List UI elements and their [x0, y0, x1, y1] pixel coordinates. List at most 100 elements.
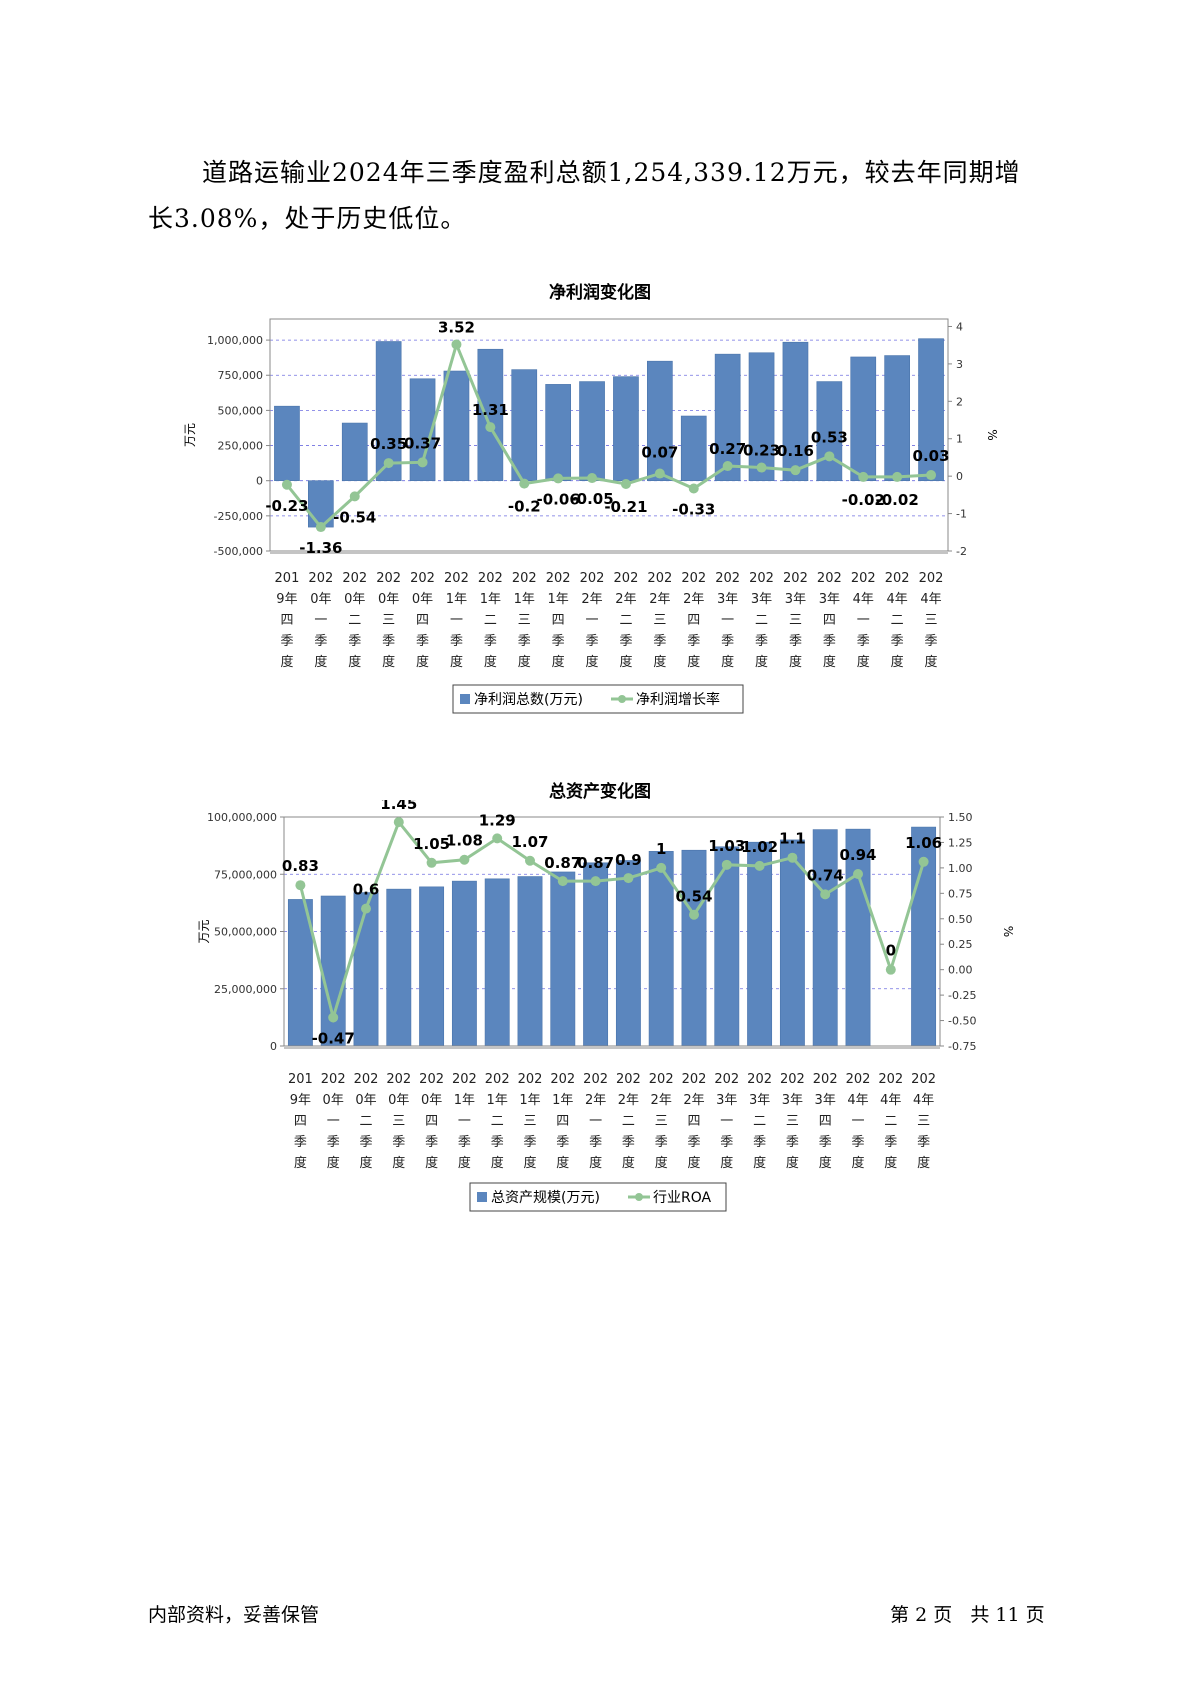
bar [747, 841, 773, 1047]
x-tick-label: 三 [917, 1114, 930, 1129]
y-axis-title: 万元 [197, 919, 211, 943]
x-tick-label: 季 [327, 1135, 340, 1150]
x-tick-label: 202 [342, 571, 367, 586]
x-tick-label: 9年 [290, 1093, 311, 1108]
bar [613, 376, 639, 481]
y2-tick-label: -2 [956, 545, 967, 558]
page-label: 第 [890, 1604, 910, 1626]
line-point [553, 473, 564, 484]
page-unit: 页 [933, 1604, 953, 1626]
bar [681, 849, 707, 1047]
x-tick-label: 度 [458, 1155, 471, 1171]
y2-tick-label: 2 [956, 395, 963, 408]
x-tick-label: 季 [720, 1135, 733, 1150]
x-tick-label: 季 [359, 1135, 372, 1150]
y-tick-label: 50,000,000 [214, 926, 277, 939]
x-tick-label: 202 [885, 571, 910, 586]
x-tick-label: 季 [425, 1135, 438, 1150]
bar [647, 360, 673, 481]
x-tick-label: 四 [819, 1114, 832, 1129]
x-tick-label: 度 [753, 1155, 766, 1171]
data-label: 1 [656, 840, 666, 858]
x-tick-label: 202 [354, 1072, 379, 1087]
x-tick-label: 3年 [751, 592, 772, 607]
data-label: 0.9 [615, 851, 642, 869]
y2-tick-label: 0.50 [948, 913, 973, 926]
x-tick-label: 202 [452, 1072, 477, 1087]
x-tick-label: 度 [484, 654, 497, 670]
x-tick-label: 202 [851, 571, 876, 586]
x-tick-label: 202 [444, 571, 469, 586]
plot-frame [269, 318, 949, 552]
x-tick-label: 3年 [717, 592, 738, 607]
bar [812, 829, 838, 1047]
data-label: 0.53 [811, 428, 848, 446]
x-tick-label: 202 [546, 571, 571, 586]
x-tick-label: 4年 [847, 1093, 868, 1108]
bar [517, 876, 543, 1047]
x-tick-label: 二 [622, 1114, 635, 1129]
bar [779, 839, 805, 1047]
y2-tick-label: 1 [956, 433, 963, 446]
x-tick-label: 202 [649, 1072, 674, 1087]
x-tick-label: 0年 [355, 1093, 376, 1108]
x-tick-label: 202 [714, 1072, 739, 1087]
line-point [790, 465, 801, 476]
x-tick-label: 1年 [548, 592, 569, 607]
line-point [858, 471, 869, 482]
data-label: 1.05 [413, 835, 450, 853]
bar [748, 352, 775, 481]
line-point [383, 458, 394, 469]
x-tick-label: 一 [314, 613, 327, 628]
data-label: 0.74 [807, 866, 844, 884]
x-tick-label: 度 [450, 654, 463, 670]
body-paragraph: 道路运输业2024年三季度盈利总额1,254,339.12万元，较去年同期增 长3… [148, 150, 1048, 242]
x-tick-label: 季 [819, 1135, 832, 1150]
x-tick-label: 季 [925, 634, 938, 649]
x-tick-label: 季 [348, 634, 361, 649]
x-tick-label: 度 [416, 654, 429, 670]
x-tick-label: 二 [884, 1114, 897, 1129]
x-tick-label: 4年 [880, 1093, 901, 1108]
x-tick-label: 度 [857, 654, 870, 670]
x-tick-label: 3年 [782, 1093, 803, 1108]
legend-bar-swatch [477, 1192, 487, 1202]
bar [918, 338, 944, 481]
y2-tick-label: 4 [956, 320, 963, 333]
x-tick-label: 202 [512, 571, 537, 586]
x-tick-label: 季 [619, 634, 632, 649]
x-tick-label: 1年 [487, 1093, 508, 1108]
bar [419, 886, 445, 1047]
x-tick-label: 度 [586, 654, 599, 670]
y2-tick-label: 1.25 [948, 836, 973, 849]
x-tick-label: 202 [616, 1072, 641, 1087]
x-tick-label: 度 [786, 1155, 799, 1171]
y2-tick-label: 1.00 [948, 862, 973, 875]
line-point [587, 473, 598, 484]
y-tick-label: 25,000,000 [214, 983, 277, 996]
y2-axis-title: % [985, 429, 999, 440]
x-tick-label: 1年 [552, 1093, 573, 1108]
x-tick-label: 二 [491, 1114, 504, 1129]
bar [648, 851, 674, 1047]
x-tick-label: 201 [288, 1072, 313, 1087]
x-tick-label: 季 [857, 634, 870, 649]
line-point [918, 856, 929, 867]
bar [850, 356, 877, 481]
x-tick-label: 度 [917, 1155, 930, 1171]
x-tick-label: 202 [911, 1072, 936, 1087]
x-tick-label: 四 [556, 1114, 569, 1129]
y2-tick-label: 0.25 [948, 938, 973, 951]
line-point [519, 478, 530, 489]
x-tick-label: 季 [392, 1135, 405, 1150]
page-current: 2 [915, 1604, 928, 1626]
line-point [426, 857, 437, 868]
line-point [525, 855, 535, 866]
x-tick-label: 2年 [649, 592, 670, 607]
x-tick-label: 四 [416, 613, 429, 628]
x-tick-label: 1年 [446, 592, 467, 607]
x-tick-label: 一 [586, 613, 599, 628]
x-tick-label: 季 [753, 1135, 766, 1150]
x-tick-label: 202 [419, 1072, 444, 1087]
x-tick-label: 度 [589, 1155, 602, 1171]
